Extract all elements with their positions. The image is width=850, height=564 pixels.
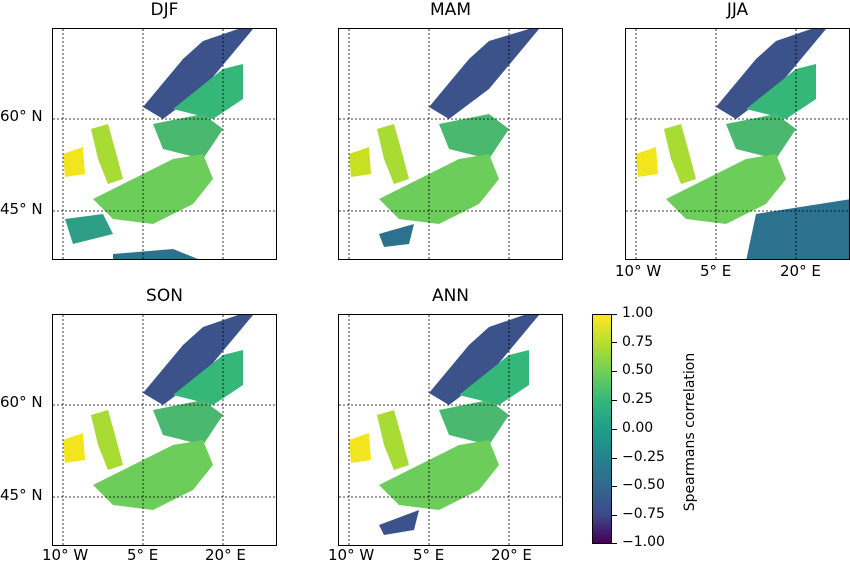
map-jja <box>625 28 850 260</box>
lon-label-5e-jja: 5° E <box>700 262 732 280</box>
panel-ann: ANN <box>338 286 563 546</box>
colorbar-tick <box>612 458 617 459</box>
panel-son: SON <box>52 286 277 546</box>
panel-title-son: SON <box>146 286 183 306</box>
panel-title-ann: ANN <box>431 286 470 306</box>
colorbar-tick-label: 0.00 <box>622 420 654 436</box>
colorbar-tick-label: 1.00 <box>622 305 654 321</box>
lon-label-20e-jja: 20° E <box>780 262 821 280</box>
map-svg-mam <box>339 29 562 259</box>
colorbar-tick <box>612 543 617 544</box>
panel-title-jja: JJA <box>726 0 749 20</box>
colorbar-tick-label: 0.25 <box>622 391 654 407</box>
colorbar-title: Spearmans correlation <box>682 352 698 512</box>
colorbar-tick <box>612 314 617 315</box>
panel-djf: DJF <box>52 0 277 260</box>
lat-label-60-son: 60° N <box>0 393 43 411</box>
colorbar <box>592 314 612 544</box>
lon-label-20e-ann: 20° E <box>491 546 532 564</box>
map-svg-jja <box>626 29 849 259</box>
lon-label-20e-son: 20° E <box>205 546 246 564</box>
map-son <box>52 314 277 546</box>
lat-label-60-djf: 60° N <box>0 107 43 125</box>
map-ann <box>338 314 563 546</box>
map-mam <box>338 28 563 260</box>
panel-jja: JJA <box>625 0 850 260</box>
colorbar-tick <box>612 515 617 516</box>
lon-label-10w-son: 10° W <box>42 546 89 564</box>
panel-title-mam: MAM <box>430 0 471 20</box>
colorbar-tick <box>612 400 617 401</box>
panel-mam: MAM <box>338 0 563 260</box>
map-svg-son <box>53 315 276 545</box>
colorbar-tick-label: −0.25 <box>622 449 665 465</box>
colorbar-tick-label: −0.75 <box>622 506 665 522</box>
panel-title-djf: DJF <box>150 0 179 20</box>
map-svg-djf <box>53 29 276 259</box>
lat-label-45-son: 45° N <box>0 486 43 504</box>
colorbar-tick-label: 0.75 <box>622 334 654 350</box>
colorbar-tick-label: 0.50 <box>622 362 654 378</box>
lat-label-45-djf: 45° N <box>0 200 43 218</box>
colorbar-tick <box>612 342 617 343</box>
colorbar-tick <box>612 486 617 487</box>
lon-label-5e-ann: 5° E <box>413 546 445 564</box>
colorbar-tick-label: −0.50 <box>622 477 665 493</box>
lon-label-5e-son: 5° E <box>127 546 159 564</box>
colorbar-tick-label: −1.00 <box>622 534 665 550</box>
colorbar-tick <box>612 371 617 372</box>
colorbar-tick <box>612 429 617 430</box>
map-svg-ann <box>339 315 562 545</box>
map-djf <box>52 28 277 260</box>
lon-label-10w-jja: 10° W <box>615 262 662 280</box>
lon-label-10w-ann: 10° W <box>328 546 375 564</box>
